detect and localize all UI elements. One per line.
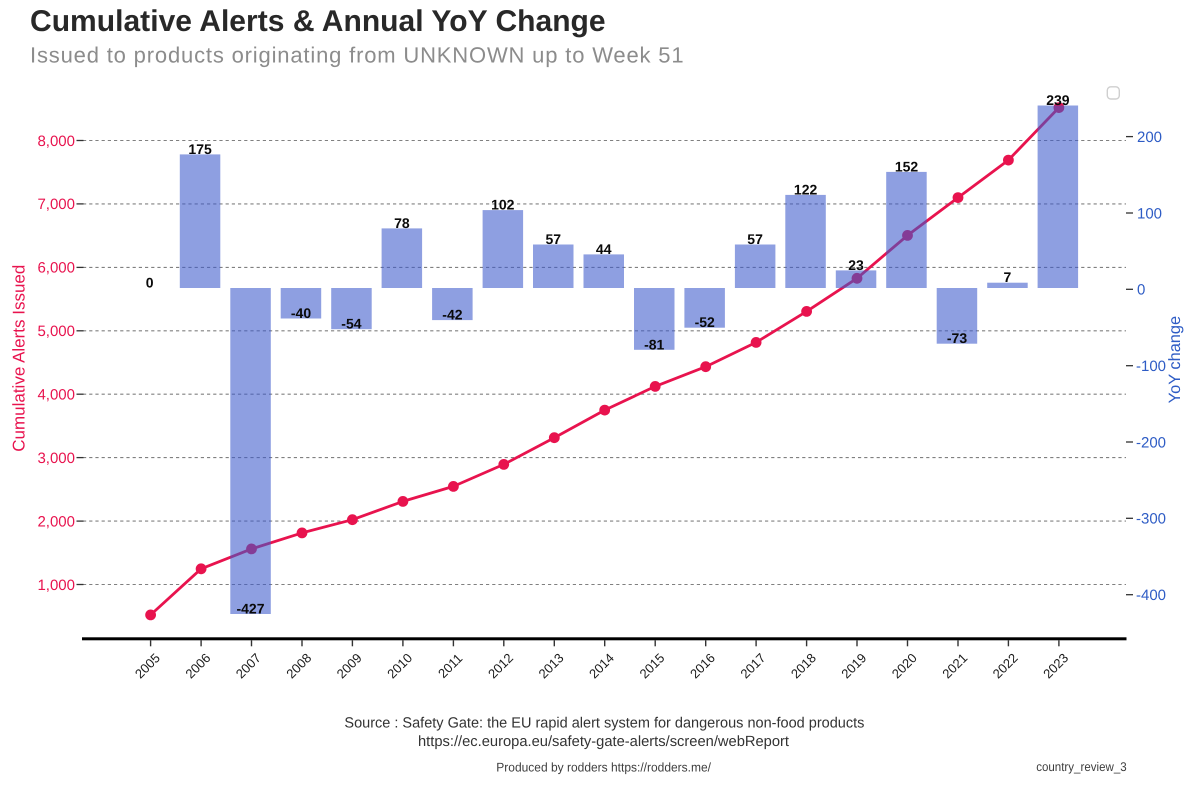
svg-text:-54: -54: [341, 316, 361, 332]
svg-text:102: 102: [491, 197, 515, 213]
svg-text:-40: -40: [291, 305, 311, 321]
svg-text:23: 23: [848, 257, 864, 273]
svg-text:3,000: 3,000: [37, 450, 75, 467]
svg-text:7,000: 7,000: [37, 196, 75, 213]
svg-text:1,000: 1,000: [37, 577, 75, 594]
svg-text:44: 44: [596, 241, 612, 257]
svg-text:YoY change: YoY change: [1166, 316, 1184, 404]
svg-text:4,000: 4,000: [37, 387, 75, 404]
svg-text:239: 239: [1046, 92, 1070, 108]
svg-text:-81: -81: [644, 336, 664, 352]
svg-text:78: 78: [394, 215, 410, 231]
svg-text:Cumulative Alerts Issued: Cumulative Alerts Issued: [9, 265, 28, 452]
svg-text:100: 100: [1137, 205, 1162, 222]
svg-text:7: 7: [1004, 269, 1012, 285]
svg-text:175: 175: [188, 141, 212, 157]
svg-text:6,000: 6,000: [37, 260, 75, 277]
svg-text:-427: -427: [236, 601, 264, 617]
svg-text:-400: -400: [1136, 587, 1166, 604]
svg-text:57: 57: [747, 231, 763, 247]
svg-text:-100: -100: [1136, 358, 1166, 375]
svg-text:-42: -42: [442, 307, 462, 323]
svg-text:122: 122: [794, 181, 818, 197]
svg-text:-52: -52: [695, 314, 715, 330]
svg-text:0: 0: [1137, 282, 1145, 299]
svg-text:5,000: 5,000: [37, 323, 75, 340]
svg-text:2,000: 2,000: [37, 513, 75, 530]
svg-text:Issued to products originating: Issued to products originating from UNKN…: [30, 43, 684, 68]
svg-text:0: 0: [146, 275, 154, 291]
svg-text:Produced by rodders https://ro: Produced by rodders https://rodders.me/: [496, 760, 711, 774]
svg-text:Source : Safety Gate: the EU r: Source : Safety Gate: the EU rapid alert…: [344, 716, 864, 732]
svg-text:-300: -300: [1136, 511, 1166, 528]
svg-text:Cumulative Alerts & Annual YoY: Cumulative Alerts & Annual YoY Change: [30, 5, 606, 38]
svg-text:-73: -73: [947, 330, 967, 346]
svg-text:country_review_3: country_review_3: [1036, 760, 1127, 774]
svg-text:8,000: 8,000: [37, 133, 75, 150]
svg-text:200: 200: [1137, 129, 1162, 146]
svg-text:152: 152: [895, 158, 919, 174]
svg-text:57: 57: [546, 231, 562, 247]
svg-text:-200: -200: [1136, 434, 1166, 451]
svg-text:https://ec.europa.eu/safety-ga: https://ec.europa.eu/safety-gate-alerts/…: [418, 734, 789, 750]
